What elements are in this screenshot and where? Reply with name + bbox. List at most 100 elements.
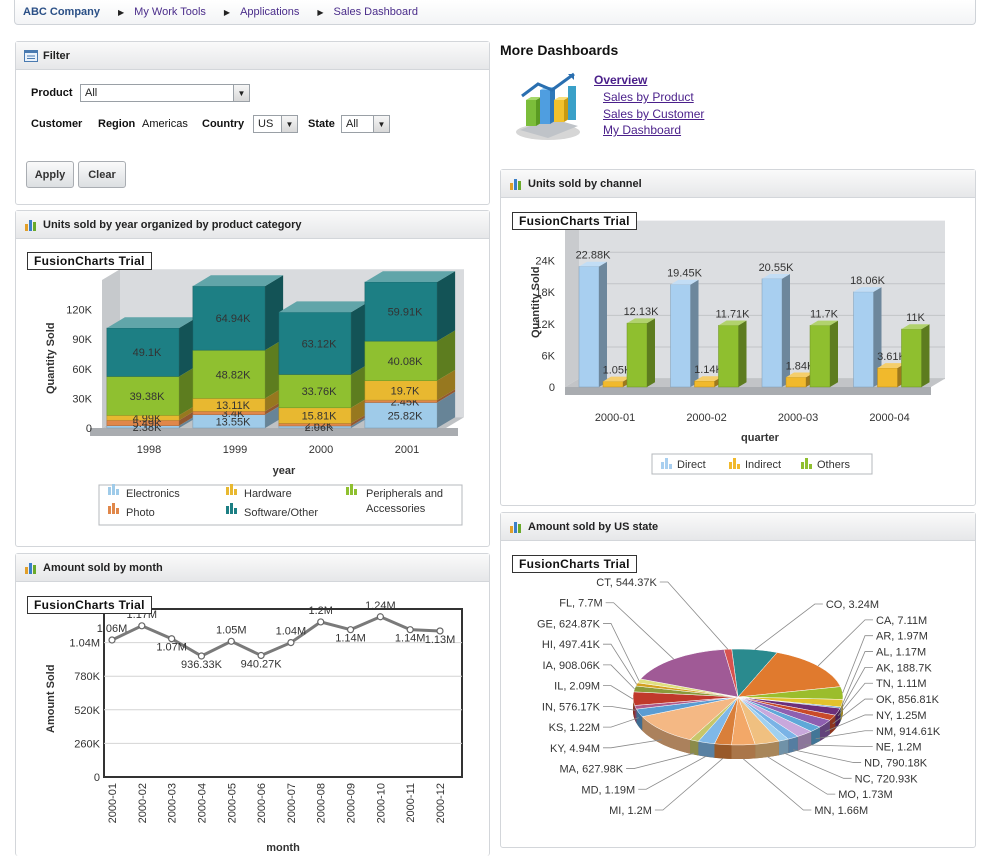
breadcrumb-item-company[interactable]: ABC Company bbox=[15, 0, 110, 24]
x-tick-label: 2000-07 bbox=[286, 783, 298, 823]
breadcrumb-item-work-tools[interactable]: ▶ My Work Tools bbox=[110, 0, 216, 24]
pie-label: MN, 1.66M bbox=[814, 805, 868, 817]
legend-swatch bbox=[346, 487, 349, 495]
my-dashboard-link[interactable]: My Dashboard bbox=[603, 123, 682, 137]
bar-3-4-top bbox=[364, 271, 456, 283]
leader-line bbox=[603, 685, 634, 700]
x-tick-label: 2000 bbox=[309, 444, 333, 456]
bar-1-1-side bbox=[265, 400, 284, 415]
leader-line bbox=[654, 758, 724, 811]
legend-swatch bbox=[737, 464, 740, 469]
data-point bbox=[227, 637, 235, 645]
pie-slice-side bbox=[714, 743, 732, 759]
bar-0-3-side bbox=[179, 365, 198, 416]
bar-3-4 bbox=[364, 281, 438, 342]
data-label: 33.76K bbox=[302, 386, 338, 398]
bar-0-0-side bbox=[179, 414, 198, 428]
y-tick-label: 90K bbox=[72, 334, 92, 346]
pie-label: NE, 1.2M bbox=[876, 742, 922, 754]
legend-swatch bbox=[108, 487, 111, 495]
units-by-channel-panel: Units sold by channel 0 6K 12K 18K 24K Quanti… bbox=[500, 169, 976, 506]
bar-3-3-side bbox=[437, 330, 456, 381]
country-select[interactable]: US ▼ bbox=[253, 115, 298, 133]
x-tick-label: 2000-12 bbox=[435, 783, 447, 823]
apply-button[interactable]: Apply bbox=[26, 161, 74, 188]
pie-slice-side bbox=[835, 708, 841, 730]
bar-0-2-top bbox=[627, 318, 655, 324]
data-point bbox=[287, 638, 295, 647]
data-label: 48.82K bbox=[216, 369, 252, 381]
data-point bbox=[168, 635, 176, 643]
bar-2-1-top bbox=[786, 372, 814, 378]
leader-line bbox=[603, 705, 636, 711]
filter-title: Filter bbox=[43, 49, 70, 62]
legend-swatch bbox=[354, 489, 357, 495]
y-axis-title: Amount Sold bbox=[45, 665, 57, 733]
clear-button[interactable]: Clear bbox=[78, 161, 126, 188]
sales-by-customer-link[interactable]: Sales by Customer bbox=[603, 107, 705, 121]
state-select[interactable]: All ▼ bbox=[341, 115, 390, 133]
legend-swatch bbox=[112, 503, 115, 514]
x-tick-label: 2000-03 bbox=[167, 783, 179, 823]
data-label: 19.7K bbox=[391, 385, 420, 397]
series-line bbox=[111, 615, 441, 658]
product-select[interactable]: All ▼ bbox=[80, 84, 250, 102]
breadcrumb-label: ABC Company bbox=[23, 6, 101, 18]
data-label: 936.33K bbox=[181, 659, 223, 671]
data-point bbox=[317, 618, 325, 626]
bar-2-2 bbox=[809, 325, 831, 388]
data-label: 11K bbox=[906, 312, 925, 324]
x-tick-label: 2000-02 bbox=[137, 783, 149, 823]
breadcrumb-item-sales-dashboard[interactable]: ▶ Sales Dashboard bbox=[309, 0, 428, 24]
y-tick-label: 0 bbox=[549, 382, 555, 394]
spacer bbox=[103, 837, 463, 838]
bar-3-1 bbox=[877, 367, 898, 388]
plot-base bbox=[90, 428, 458, 436]
legend-label: Accessories bbox=[366, 503, 426, 515]
data-label: 1.05M bbox=[216, 624, 247, 636]
plot-area bbox=[103, 608, 463, 778]
data-label: 1.07M bbox=[156, 642, 187, 654]
leader-line bbox=[754, 603, 823, 650]
breadcrumb-label: My Work Tools bbox=[134, 6, 206, 18]
filter-icon bbox=[24, 49, 38, 62]
pie-label: FL, 7.7M bbox=[559, 598, 602, 610]
region-label: Region bbox=[98, 118, 136, 130]
pie-label: MI, 1.2M bbox=[609, 805, 652, 817]
bar-1-4-side bbox=[265, 275, 284, 351]
overview-link[interactable]: Overview bbox=[594, 73, 648, 87]
legend-swatch bbox=[230, 503, 233, 514]
units-by-channel-header: Units sold by channel bbox=[501, 170, 975, 198]
legend-label: Others bbox=[817, 459, 851, 471]
legend-swatch bbox=[669, 464, 672, 469]
y-tick-label: 120K bbox=[66, 305, 92, 317]
legend-swatch bbox=[350, 484, 353, 495]
leader-line bbox=[837, 682, 873, 717]
pie-slice bbox=[641, 696, 739, 740]
pie-slice-side bbox=[840, 707, 841, 723]
bar-3-0-side bbox=[873, 287, 882, 387]
breadcrumb-item-applications[interactable]: ▶ Applications bbox=[216, 0, 309, 24]
bar-2-0-side bbox=[351, 415, 370, 428]
data-label: 1.14K bbox=[694, 364, 723, 376]
chevron-down-icon: ▼ bbox=[373, 116, 389, 132]
bar-chart-icon bbox=[25, 219, 36, 231]
pie-slice-side bbox=[811, 727, 820, 746]
pie-label: MO, 1.73M bbox=[838, 789, 892, 801]
filter-panel-header: Filter bbox=[16, 42, 489, 70]
pie-label: KS, 1.22M bbox=[549, 722, 600, 734]
bar-0-1 bbox=[602, 381, 624, 388]
leader-line bbox=[840, 666, 873, 711]
legend-box bbox=[98, 484, 463, 526]
data-label: 3.61K bbox=[877, 351, 906, 363]
x-axis-title: quarter bbox=[741, 432, 780, 444]
pie-slice bbox=[737, 652, 841, 698]
pie-label: AK, 188.7K bbox=[876, 662, 932, 674]
breadcrumb-arrow-icon: ▶ bbox=[317, 7, 324, 17]
sales-by-product-link[interactable]: Sales by Product bbox=[603, 90, 694, 104]
leader-line bbox=[603, 623, 640, 682]
pie-slice-side bbox=[755, 741, 779, 759]
bar-3-0-top bbox=[853, 287, 882, 292]
bar-1-3-side bbox=[265, 339, 284, 399]
bar-0-1-top bbox=[603, 376, 631, 382]
